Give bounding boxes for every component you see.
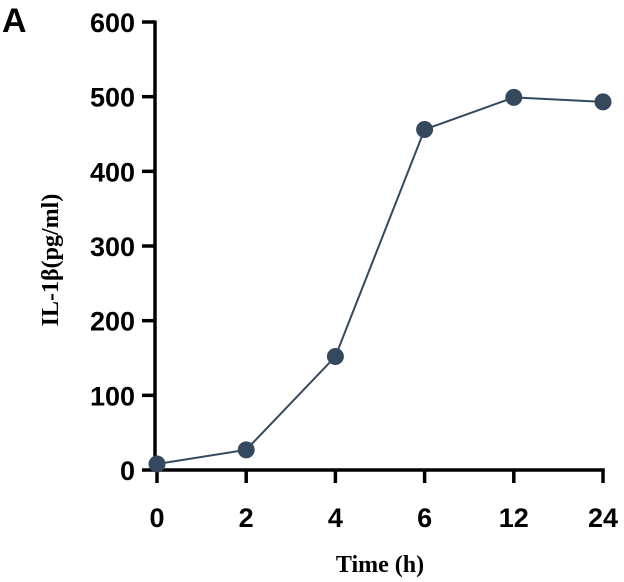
x-tick-label: 24 bbox=[588, 503, 618, 533]
data-point bbox=[594, 93, 612, 111]
panel-label: A bbox=[2, 2, 27, 40]
x-tick-label: 6 bbox=[417, 503, 432, 533]
y-tick-label: 400 bbox=[90, 157, 135, 187]
data-point bbox=[326, 348, 344, 366]
x-axis-title: Time (h) bbox=[336, 552, 424, 578]
y-tick-label: 500 bbox=[90, 83, 135, 113]
data-point bbox=[237, 441, 255, 459]
data-point bbox=[505, 88, 523, 106]
x-tick-label: 0 bbox=[149, 503, 164, 533]
data-point bbox=[416, 121, 434, 139]
x-tick-label: 12 bbox=[499, 503, 529, 533]
y-tick-label: 600 bbox=[90, 8, 135, 38]
y-tick-label: 300 bbox=[90, 232, 135, 262]
x-axis: 0 2 4 6 12 24 bbox=[149, 468, 618, 533]
x-tick-label: 2 bbox=[239, 503, 254, 533]
y-tick-label: 0 bbox=[120, 456, 135, 486]
y-axis-title: IL-1β(pg/ml) bbox=[38, 194, 64, 327]
y-tick-label: 100 bbox=[90, 381, 135, 411]
y-tick-label: 200 bbox=[90, 307, 135, 337]
series-line bbox=[156, 96, 604, 466]
x-tick-label: 4 bbox=[328, 503, 343, 533]
y-axis: 0 100 200 300 400 500 600 bbox=[90, 8, 157, 486]
data-point bbox=[148, 455, 166, 473]
series bbox=[148, 88, 612, 473]
